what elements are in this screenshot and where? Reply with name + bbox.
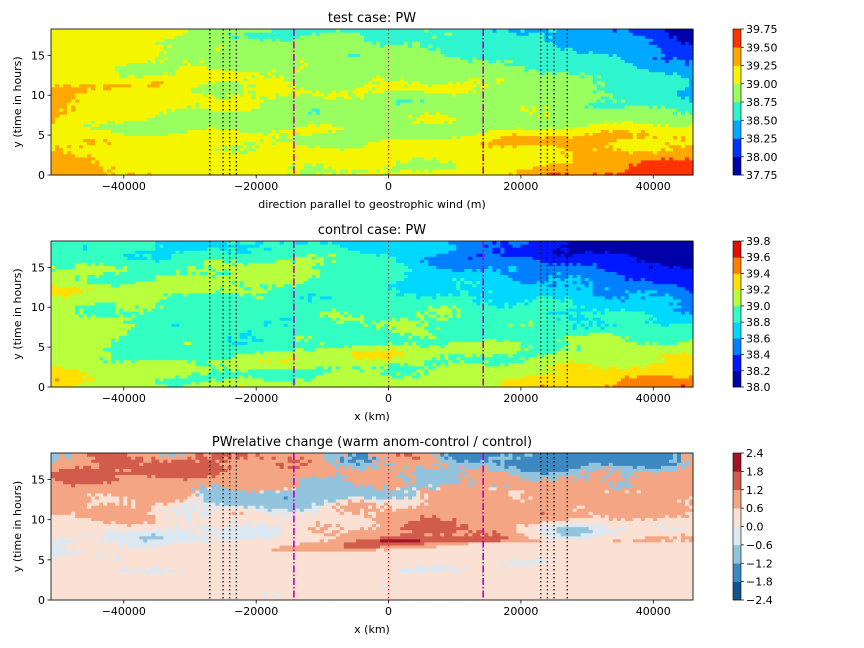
chart-title: test case: PW: [328, 11, 416, 26]
panel-test-case: test case: PW −40000 −20000 0 20000 40000 05…: [11, 11, 778, 211]
heatmap-field: [51, 29, 694, 176]
